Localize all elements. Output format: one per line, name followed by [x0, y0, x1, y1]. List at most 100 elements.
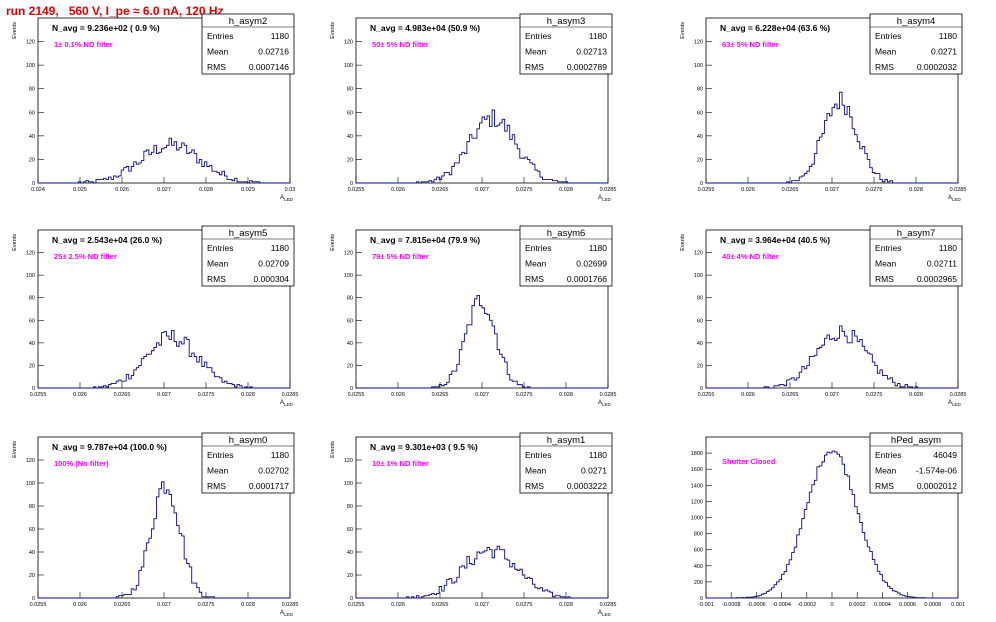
histogram-line [706, 91, 958, 184]
y-tick-label: 120 [694, 40, 703, 46]
x-tick-label: 0.0004 [874, 602, 891, 608]
filter-note: 1± 0.1% ND filter [54, 40, 113, 49]
x-tick-label: 0.028 [559, 392, 573, 398]
y-tick-label: 40 [347, 550, 353, 556]
stats-value-entries: 46049 [933, 450, 957, 460]
y-axis-label: Events [330, 234, 336, 251]
y-axis-label: Events [12, 234, 18, 251]
y-tick-label: 80 [29, 296, 35, 302]
stats-value-mean: 0.02713 [576, 47, 607, 57]
y-tick-label: 60 [697, 110, 703, 116]
y-tick-label: 120 [344, 251, 353, 257]
y-tick-label: 20 [29, 157, 35, 163]
stats-box [869, 225, 963, 287]
stats-label-mean: Mean [875, 259, 897, 269]
stats-label-entries: Entries [525, 31, 551, 41]
stats-value-rms: 0.0007146 [249, 62, 289, 72]
stats-title: h_asym6 [547, 228, 586, 239]
x-tick-label: 0.0285 [950, 392, 967, 398]
histogram-h_asym6: 0 20 40 60 80 100 120 0.0255 0.026 0.0265 0.027 0.0… [330, 225, 616, 407]
x-tick-label: -0.0002 [797, 602, 816, 608]
x-axis-label: ALED [280, 400, 294, 407]
y-tick-label: 100 [344, 481, 353, 487]
x-axis-label: ALED [280, 195, 294, 202]
stats-label-rms: RMS [525, 274, 544, 284]
x-tick-label: 0.0255 [698, 392, 715, 398]
y-tick-label: 60 [29, 527, 35, 533]
x-tick-label: 0.026 [391, 392, 405, 398]
y-tick-label: 60 [697, 318, 703, 324]
stats-label-rms: RMS [525, 481, 544, 491]
stats-value-mean: -1.574e-06 [916, 466, 957, 476]
stats-title: h_asym0 [229, 435, 268, 446]
stats-box [519, 225, 613, 287]
y-tick-label: 0 [32, 181, 35, 187]
x-tick-label: 0.026 [115, 187, 129, 193]
stats-label-entries: Entries [525, 243, 551, 253]
x-tick-label: 0.0265 [432, 392, 449, 398]
x-tick-label: 0.027 [475, 602, 489, 608]
x-tick-label: 0.0008 [924, 602, 941, 608]
navg-label: N_avg = 3.964e+04 (40.5 %) [720, 235, 830, 245]
x-tick-label: 0.026 [391, 187, 405, 193]
x-tick-label: 0.0255 [348, 187, 365, 193]
y-tick-label: 0 [350, 386, 353, 392]
y-tick-label: 1800 [691, 451, 703, 457]
filter-note: 25± 2.5% ND filter [54, 252, 117, 261]
x-axis-label: ALED [948, 195, 962, 202]
y-tick-label: 40 [697, 341, 703, 347]
x-tick-label: 0.028 [199, 187, 213, 193]
x-tick-label: 0.0265 [432, 187, 449, 193]
stats-label-mean: Mean [207, 259, 229, 269]
stats-label-mean: Mean [207, 47, 229, 57]
x-tick-label: 0 [830, 602, 833, 608]
stats-value-rms: 0.0001717 [249, 481, 289, 491]
y-tick-label: 20 [347, 363, 353, 369]
x-tick-label: 0.0255 [30, 392, 47, 398]
stats-title: hPed_asym [891, 435, 941, 446]
histogram-h_asym5: 0 20 40 60 80 100 120 0.0255 0.026 0.0265 0.027 0.0… [12, 225, 299, 407]
stats-label-entries: Entries [525, 450, 551, 460]
y-tick-label: 40 [347, 134, 353, 140]
histogram-h_asym0: 0 20 40 60 80 100 120 0.0255 0.026 0.0265 0.027 0.0… [12, 432, 298, 617]
stats-label-rms: RMS [875, 274, 894, 284]
x-tick-label: 0.028 [241, 392, 255, 398]
y-tick-label: 100 [344, 63, 353, 69]
navg-label: N_avg = 9.787e+04 (100.0 %) [52, 442, 167, 452]
y-tick-label: 20 [697, 363, 703, 369]
y-axis-label: Events [330, 441, 336, 458]
x-tick-label: 0.027 [825, 392, 839, 398]
x-tick-label: 0.0265 [432, 602, 449, 608]
stats-label-mean: Mean [207, 466, 229, 476]
x-tick-label: 0.0265 [114, 392, 131, 398]
y-tick-label: 60 [347, 318, 353, 324]
stats-label-entries: Entries [875, 31, 901, 41]
filter-note: 100% (No filter) [54, 459, 109, 468]
x-tick-label: -0.001 [698, 602, 714, 608]
y-tick-label: 120 [694, 251, 703, 257]
stats-value-entries: 1180 [589, 31, 608, 41]
y-tick-label: 120 [26, 458, 35, 464]
x-tick-label: 0.0275 [866, 187, 883, 193]
y-tick-label: 0 [350, 596, 353, 602]
stats-value-mean: 0.02709 [258, 259, 289, 269]
y-tick-label: 1000 [691, 516, 703, 522]
stats-label-mean: Mean [875, 466, 897, 476]
stats-value-rms: 0.0002789 [567, 62, 607, 72]
stats-value-entries: 1180 [939, 31, 958, 41]
x-tick-label: 0.028 [559, 602, 573, 608]
stats-title: h_asym4 [897, 16, 936, 27]
y-tick-label: 60 [347, 110, 353, 116]
filter-note: Shutter Closed [722, 457, 776, 466]
y-tick-label: 60 [29, 110, 35, 116]
x-tick-label: 0.0285 [282, 392, 299, 398]
y-tick-label: 0 [32, 596, 35, 602]
x-tick-label: 0.026 [73, 392, 87, 398]
x-tick-label: 0.0285 [950, 187, 967, 193]
navg-label: N_avg = 6.228e+04 (63.6 %) [720, 23, 830, 33]
x-axis-label: ALED [948, 400, 962, 407]
x-tick-label: 0.0285 [600, 187, 617, 193]
x-tick-label: 0.0255 [348, 602, 365, 608]
y-axis-label: Events [680, 22, 686, 39]
x-tick-label: 0.0275 [516, 392, 533, 398]
